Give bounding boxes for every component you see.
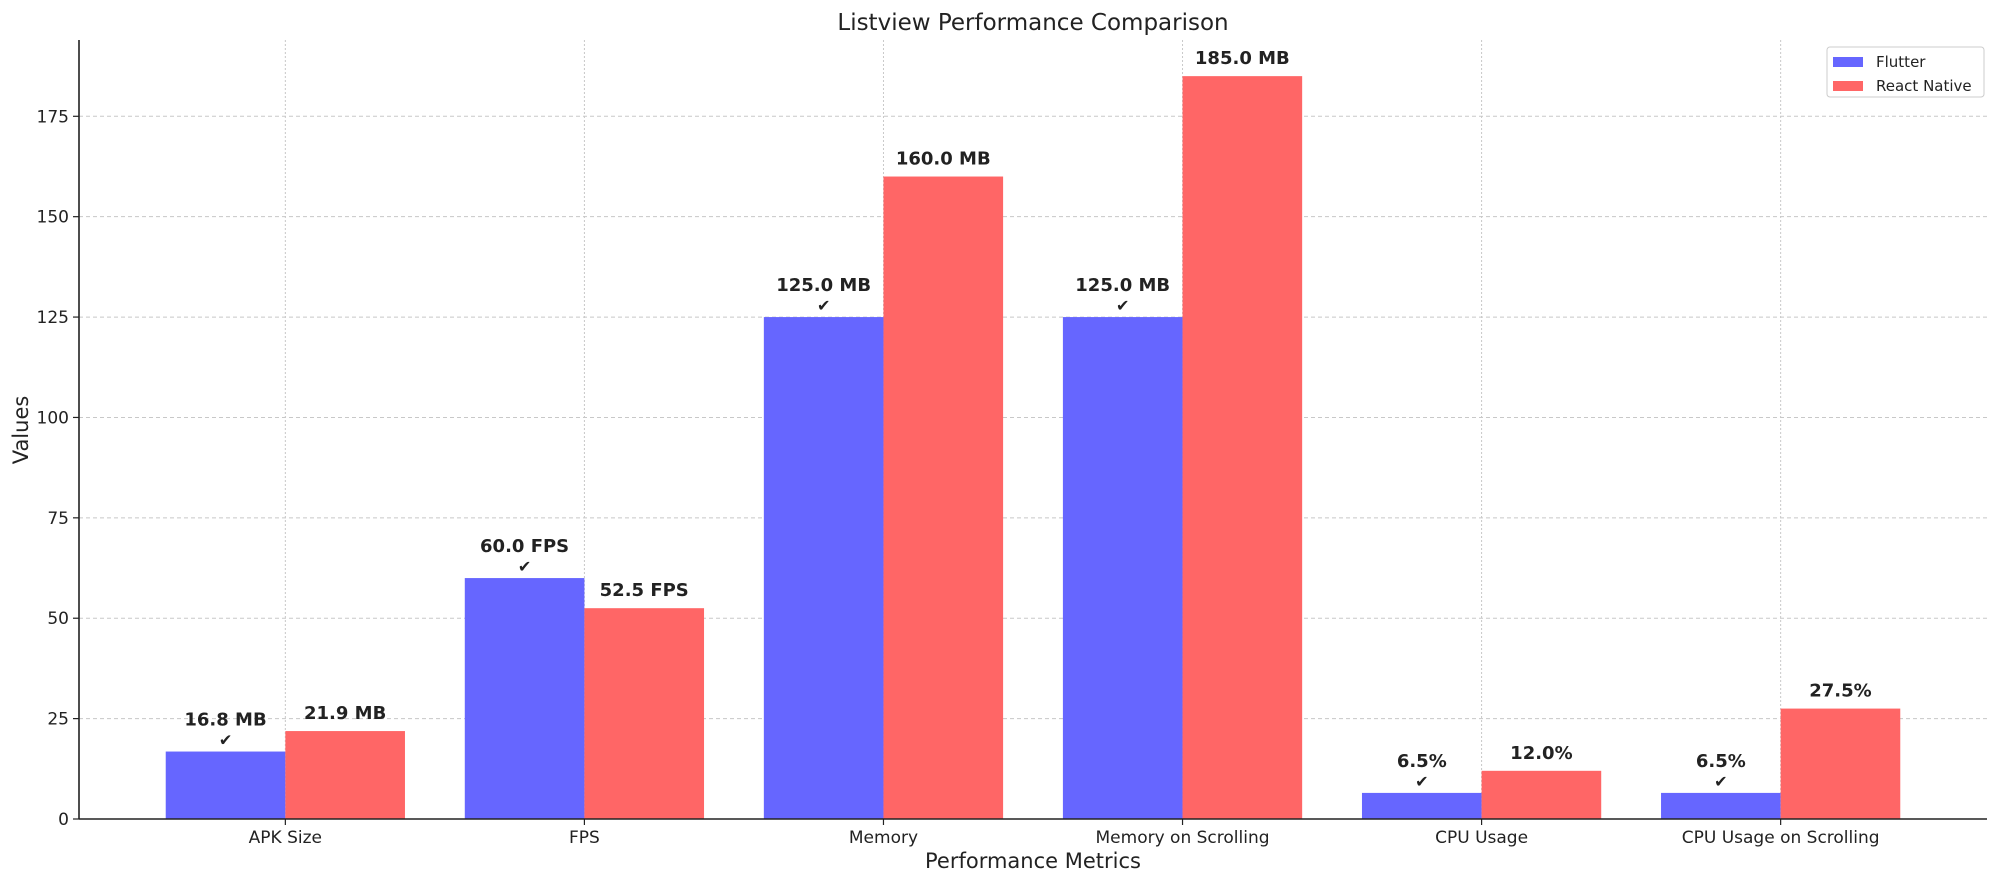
checkmark-icon: ✔ (518, 557, 531, 576)
legend-label: Flutter (1876, 53, 1926, 71)
legend-swatch (1833, 81, 1863, 91)
data-label: 6.5% (1696, 751, 1746, 772)
checkmark-icon: ✔ (219, 731, 232, 750)
checkmark-icon: ✔ (1714, 772, 1727, 791)
legend: Flutter React Native (1826, 46, 1985, 98)
bar-flutter (1661, 792, 1781, 819)
checkmark-icon: ✔ (1116, 296, 1129, 315)
data-label: 125.0 MB (1075, 275, 1170, 296)
y-tick-label: 100 (37, 408, 69, 428)
data-label: 27.5% (1809, 681, 1871, 702)
y-tick-label: 0 (58, 810, 69, 830)
data-label: 16.8 MB (184, 710, 266, 731)
bar-react-native (584, 608, 705, 819)
legend-box (1826, 46, 1985, 98)
data-label: 185.0 MB (1195, 48, 1290, 69)
x-axis-label: Performance Metrics (925, 849, 1141, 873)
x-tick-label: APK Size (249, 828, 322, 848)
x-tick-label: Memory on Scrolling (1096, 828, 1270, 848)
x-tick-label: FPS (569, 828, 600, 848)
bar-flutter (165, 751, 286, 819)
bars (165, 76, 1901, 820)
bar-react-native (1481, 770, 1602, 819)
data-label: 160.0 MB (896, 149, 991, 170)
bar-react-native (1780, 708, 1901, 819)
y-tick-label: 150 (37, 208, 69, 228)
y-tick-label: 25 (47, 710, 69, 730)
data-label: 6.5% (1397, 751, 1447, 772)
y-tick-label: 125 (37, 308, 69, 328)
data-label: 12.0% (1510, 743, 1572, 764)
bar-react-native (1182, 76, 1303, 820)
y-tick-label: 175 (37, 107, 69, 127)
axes: 0 25 50 75 100 125 150 175 APK Size FPS Memory Memo… (37, 40, 1987, 848)
bar-react-native (285, 731, 405, 819)
x-tick-label: Memory (849, 828, 918, 848)
legend-swatch (1833, 57, 1863, 67)
y-tick-label: 50 (47, 609, 69, 629)
data-label: 21.9 MB (304, 703, 386, 724)
legend-label: React Native (1876, 77, 1972, 95)
chart-title: Listview Performance Comparison (837, 10, 1228, 36)
data-label: 52.5 FPS (600, 580, 689, 601)
bar-flutter (763, 317, 884, 819)
data-label: 125.0 MB (776, 275, 871, 296)
y-tick-label: 75 (47, 509, 69, 529)
bar-flutter (464, 578, 585, 819)
checkmark-icon: ✔ (1415, 772, 1428, 791)
bar-flutter (1062, 317, 1183, 819)
data-label: 60.0 FPS (480, 536, 569, 557)
x-tick-label: CPU Usage on Scrolling (1682, 828, 1880, 848)
x-tick-label: CPU Usage (1435, 828, 1528, 848)
bar-flutter (1361, 792, 1482, 819)
y-axis-label: Values (9, 396, 33, 465)
bar-react-native (883, 176, 1004, 820)
checkmark-icon: ✔ (817, 296, 830, 315)
